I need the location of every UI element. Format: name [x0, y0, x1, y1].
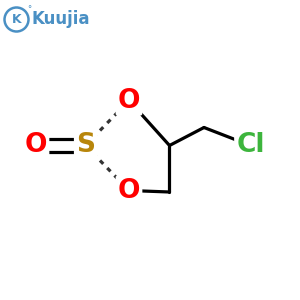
Text: O: O: [118, 178, 140, 203]
Text: Kuujia: Kuujia: [32, 11, 90, 28]
Text: Cl: Cl: [236, 133, 265, 158]
Text: O: O: [25, 133, 47, 158]
Text: O: O: [118, 88, 140, 113]
Text: K: K: [12, 13, 21, 26]
Text: °: °: [27, 5, 31, 14]
Text: S: S: [76, 133, 95, 158]
